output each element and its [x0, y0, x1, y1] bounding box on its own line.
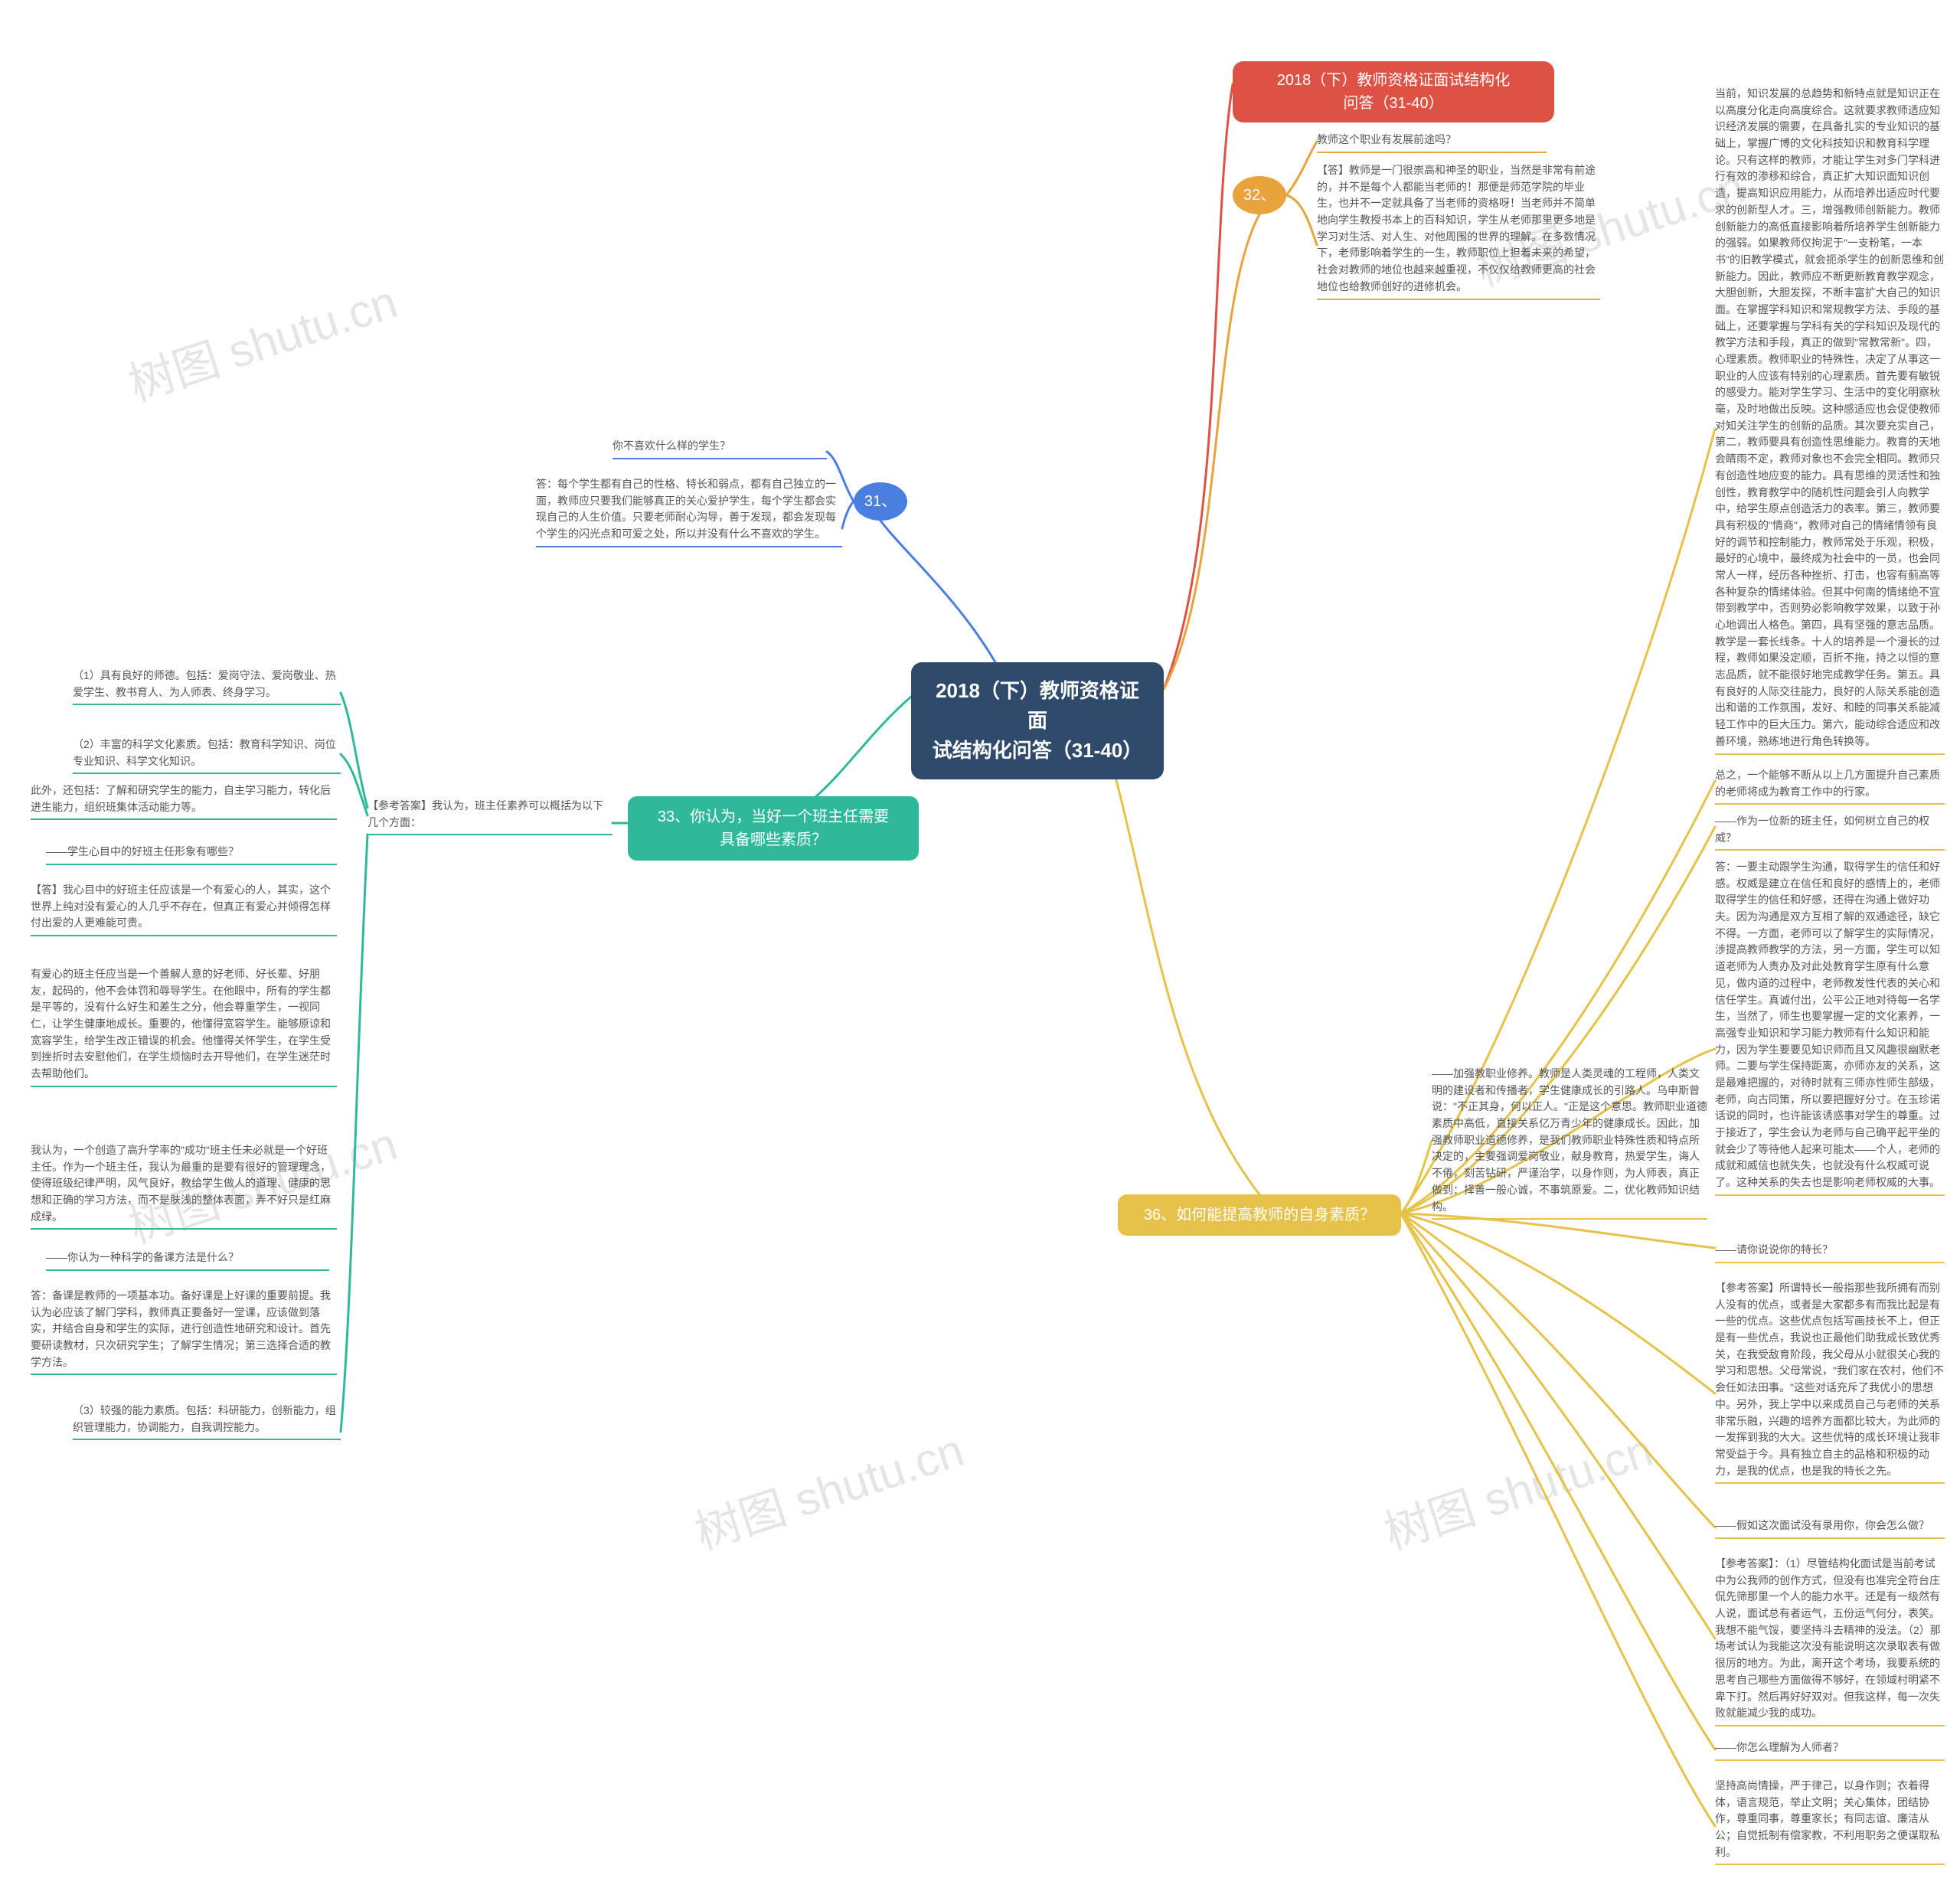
leaf-node[interactable]: （1）具有良好的师德。包括：爱岗守法、爱岗敬业、热爱学生、教书育人、为人师表、终…: [73, 666, 341, 705]
leaf-node[interactable]: 答：备课是教师的一项基本功。备好课是上好课的重要前提。我认为必应该了解门学科，教…: [31, 1286, 337, 1375]
leaf-node[interactable]: ——加强教职业修养。教师是人类灵魂的工程师，人类文明的建设者和传播者，学生健康成…: [1432, 1064, 1707, 1220]
title-node[interactable]: 2018（下）教师资格证面试结构化 问答（31-40）: [1233, 61, 1554, 123]
leaf-node[interactable]: 总之，一个能够不断从以上几方面提升自己素质的老师将成为教育工作中的行家。: [1715, 766, 1945, 805]
leaf-node[interactable]: ——作为一位新的班主任，如何树立自己的权威？: [1715, 812, 1945, 851]
watermark: 树图 shutu.cn: [685, 1413, 971, 1563]
leaf-node[interactable]: 教师这个职业有发展前途吗？: [1317, 130, 1547, 153]
node-32[interactable]: 32、: [1233, 176, 1286, 214]
leaf-node[interactable]: ——假如这次面试没有录用你，你会怎么做？: [1715, 1516, 1945, 1539]
root-node[interactable]: 2018（下）教师资格证面 试结构化问答（31-40）: [911, 662, 1164, 779]
edge-layer: [0, 0, 1960, 1898]
leaf-node[interactable]: ——你认为一种科学的备课方法是什么？: [46, 1248, 329, 1271]
leaf-node[interactable]: 此外，还包括：了解和研究学生的能力，自主学习能力，转化后进生能力，组织班集体活动…: [31, 781, 337, 820]
leaf-node[interactable]: （3）较强的能力素质。包括：科研能力，创新能力，组织管理能力，协调能力，自我调控…: [73, 1401, 341, 1440]
node-31[interactable]: 31、: [854, 482, 907, 521]
watermark: 树图 shutu.cn: [119, 265, 404, 414]
leaf-node[interactable]: 【参考答案】我认为，班主任素养可以概括为以下几个方面：: [368, 796, 612, 835]
leaf-node[interactable]: 我认为，一个创造了高升学率的"成功"班主任未必就是一个好班主任。作为一个班主任，…: [31, 1141, 337, 1230]
leaf-node[interactable]: 答：每个学生都有自己的性格、特长和弱点，都有自己独立的一面，教师应只要我们能够真…: [536, 475, 842, 547]
leaf-node[interactable]: 【参考答案】所谓特长一般指那些我所拥有而别人没有的优点，或者是大家都多有而我比起…: [1715, 1279, 1945, 1484]
leaf-node[interactable]: 【答】教师是一门很崇高和神圣的职业，当然是非常有前途的，并不是每个人都能当老师的…: [1317, 161, 1600, 300]
leaf-node[interactable]: ——学生心目中的好班主任形象有哪些？: [46, 842, 337, 865]
node-36[interactable]: 36、如何能提高教师的自身素质？: [1118, 1194, 1401, 1236]
leaf-node[interactable]: 【参考答案】：（1）尽管结构化面试是当前考试中为公我师的创作方式，但没有也准完全…: [1715, 1554, 1945, 1726]
leaf-node[interactable]: （2）丰富的科学文化素质。包括：教育科学知识、岗位专业知识、科学文化知识。: [73, 735, 341, 774]
leaf-node[interactable]: ——请你说说你的特长？: [1715, 1240, 1945, 1263]
leaf-node[interactable]: 当前，知识发展的总趋势和新特点就是知识正在以高度分化走向高度综合。这就要求教师适…: [1715, 84, 1945, 755]
leaf-node[interactable]: 答：一要主动跟学生沟通，取得学生的信任和好感。权威是建立在信任和良好的感情上的，…: [1715, 858, 1945, 1196]
leaf-node[interactable]: 你不喜欢什么样的学生？: [612, 436, 827, 459]
leaf-node[interactable]: ——你怎么理解为人师者？: [1715, 1738, 1945, 1761]
node-33[interactable]: 33、你认为，当好一个班主任需要 具备哪些素质？: [628, 796, 919, 861]
leaf-node[interactable]: 有爱心的班主任应当是一个善解人意的好老师、好长辈、好朋友，起码的，他不会体罚和辱…: [31, 965, 337, 1087]
watermark: 树图 shutu.cn: [1374, 1413, 1660, 1563]
leaf-node[interactable]: 【答】我心目中的好班主任应该是一个有爱心的人，其实，这个世界上纯对没有爱心的人几…: [31, 880, 337, 936]
leaf-node[interactable]: 坚持高尚情操，严于律己，以身作则；衣着得体，语言规范，举止文明；关心集体，团结协…: [1715, 1776, 1945, 1865]
